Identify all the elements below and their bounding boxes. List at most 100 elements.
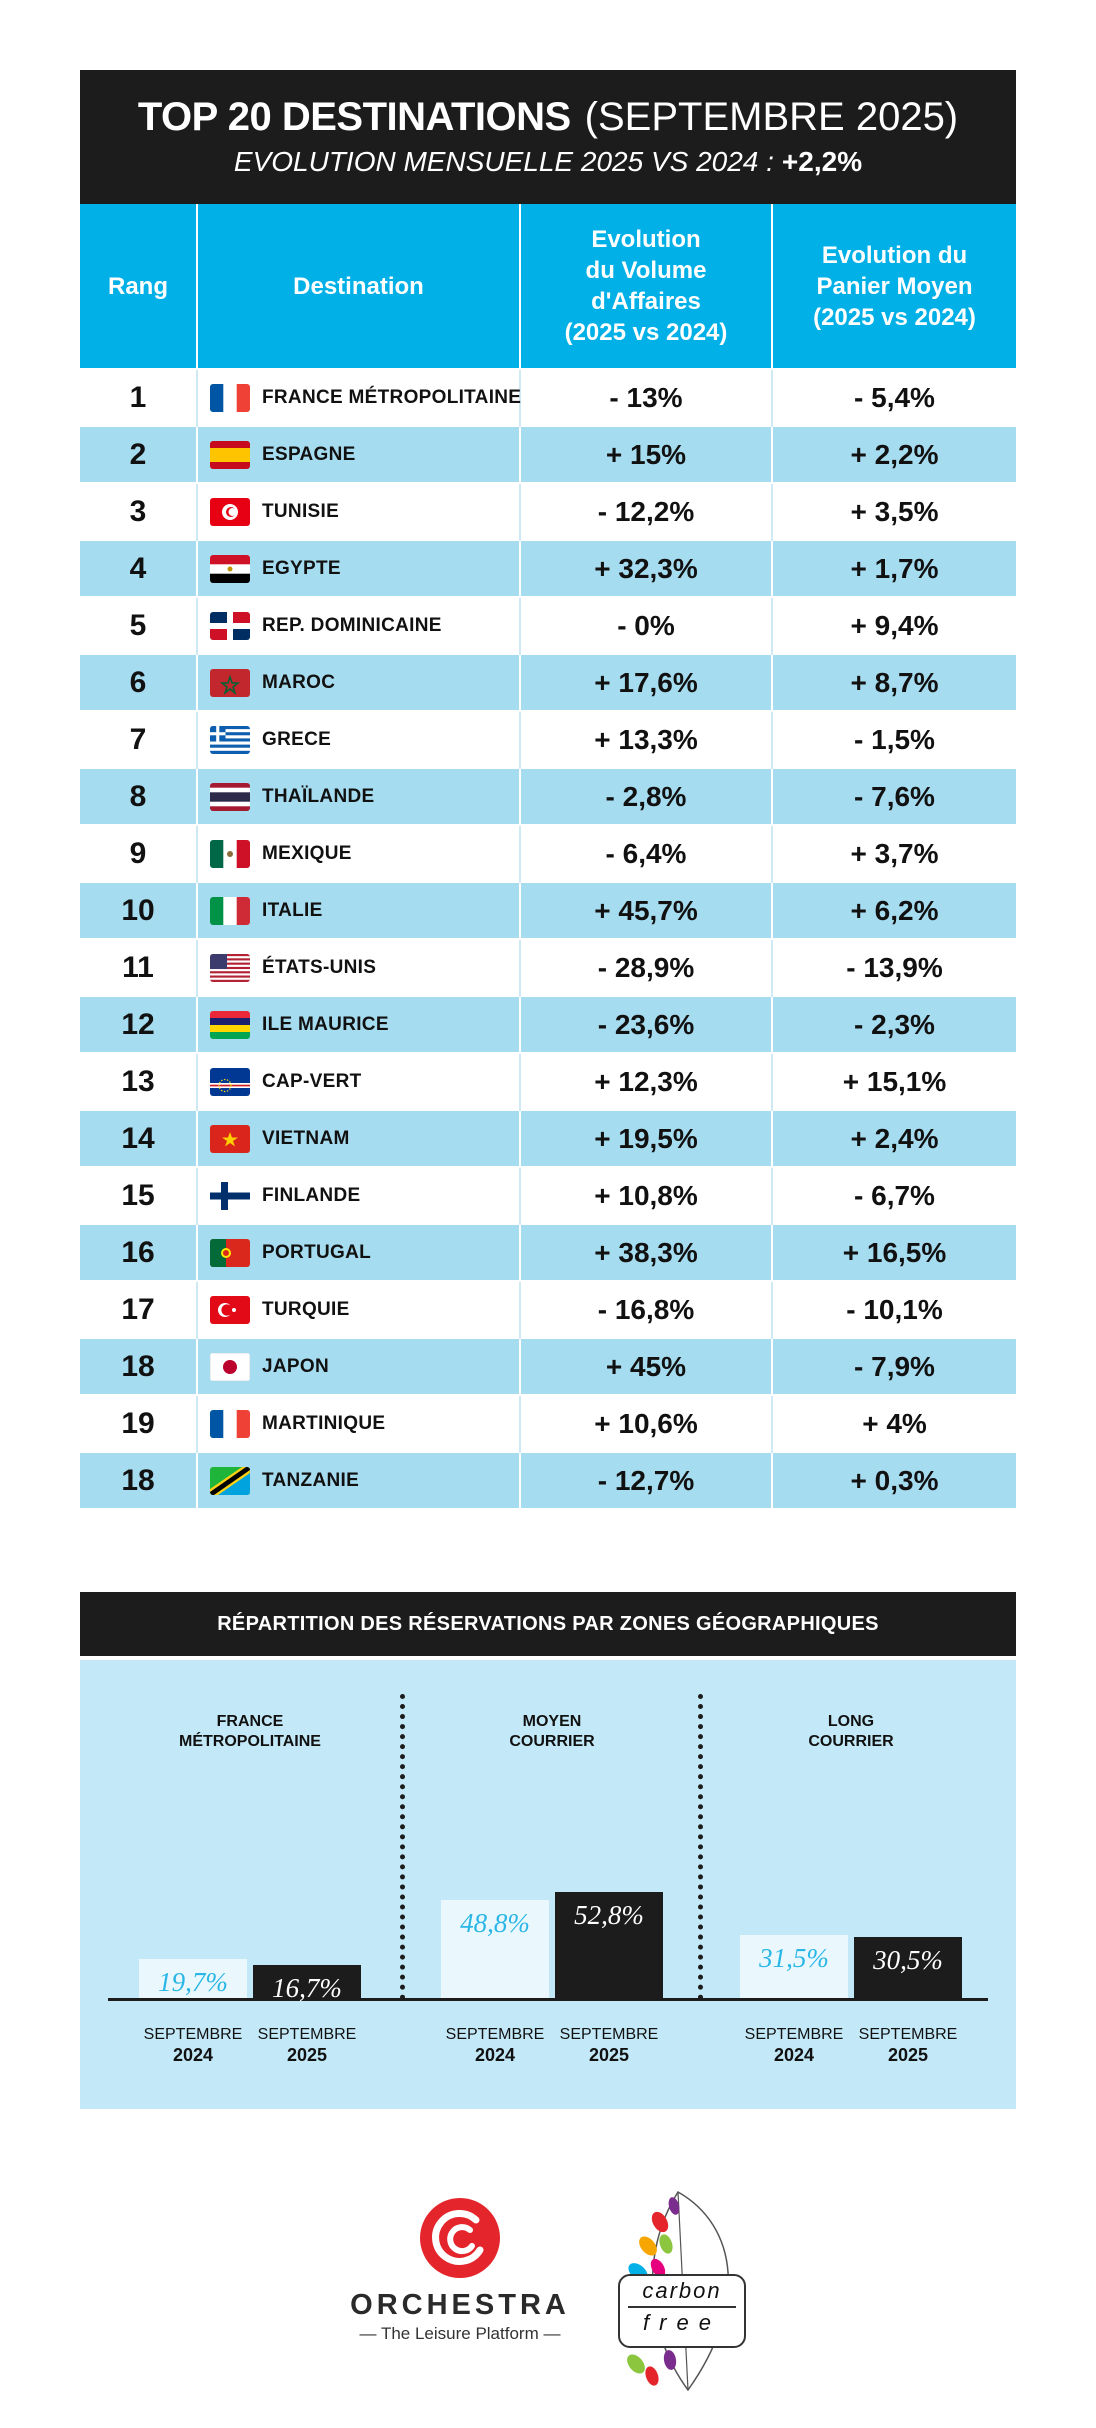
x-tick-label: SEPTEMBRE 2024 [744, 2026, 844, 2065]
destination-name: ÉTATS-UNIS [262, 956, 377, 978]
volume-cell: - 12,2% [520, 482, 773, 540]
volume-cell: - 0% [520, 596, 773, 654]
carbon-free-logo: carbon free [608, 2186, 768, 2396]
volume-cell: - 13% [520, 368, 773, 426]
basket-cell: - 7,9% [772, 1337, 1016, 1395]
top20-section: TOP 20 DESTINATIONS (SEPTEMBRE 2025) EVOL… [80, 70, 1016, 1508]
bar-2025: 30,5% [854, 1937, 962, 1998]
carbon-word: carbon [642, 2278, 722, 2303]
destinations-table: Rang Destination Evolution du Volume d'A… [80, 204, 1016, 1508]
table-row: 13 CAP-VERT + 12,3% + 15,1% [80, 1052, 1016, 1110]
mauritius-flag [210, 1010, 250, 1039]
table-row: 1 FRANCE MÉTROPOLITAINE - 13% - 5,4% [80, 368, 1016, 426]
bar-2025: 52,8% [555, 1892, 663, 1998]
table-row: 12 ILE MAURICE - 23,6% - 2,3% [80, 995, 1016, 1053]
rank-cell: 6 [80, 653, 198, 711]
zone-title: LONG COURRIER [808, 1713, 894, 1750]
basket-cell: + 0,3% [772, 1451, 1016, 1508]
destination-name: VIETNAM [262, 1127, 350, 1149]
destination-name: TANZANIE [262, 1469, 360, 1491]
basket-cell: - 10,1% [772, 1280, 1016, 1338]
volume-cell: + 13,3% [520, 710, 773, 768]
destination-cell: THAÏLANDE [197, 767, 521, 825]
destination-cell: TUNISIE [197, 482, 521, 540]
basket-cell: - 1,5% [772, 710, 1016, 768]
orchestra-logo: ORCHESTRA — The Leisure Platform — [330, 2196, 590, 2344]
destination-name: MEXIQUE [262, 842, 352, 864]
carbon-free-badge: carbon free [618, 2274, 746, 2348]
table-row: 5 REP. DOMINICAINE - 0% + 9,4% [80, 596, 1016, 654]
usa-flag [210, 953, 250, 982]
destination-cell: MARTINIQUE [197, 1394, 521, 1452]
destination-name: TURQUIE [262, 1298, 350, 1320]
volume-cell: - 23,6% [520, 995, 773, 1053]
volume-cell: + 15% [520, 425, 773, 483]
subtitle-value: +2,2% [781, 146, 863, 177]
destination-cell: GRECE [197, 710, 521, 768]
portugal-flag [210, 1238, 250, 1267]
bar-2024: 19,7% [139, 1958, 247, 1998]
x-tick-label: SEPTEMBRE 2025 [257, 2026, 357, 2065]
basket-cell: + 2,4% [772, 1109, 1016, 1167]
bar-value-label: 48,8% [460, 1908, 530, 1939]
rank-cell: 13 [80, 1052, 198, 1110]
destination-cell: EGYPTE [197, 539, 521, 597]
volume-cell: - 2,8% [520, 767, 773, 825]
destination-name: ILE MAURICE [262, 1013, 389, 1035]
basket-cell: + 4% [772, 1394, 1016, 1452]
rank-cell: 18 [80, 1337, 198, 1395]
rank-cell: 16 [80, 1223, 198, 1281]
destination-name: EGYPTE [262, 557, 341, 579]
rank-cell: 19 [80, 1394, 198, 1452]
tunisia-flag [210, 497, 250, 526]
destination-name: PORTUGAL [262, 1241, 372, 1263]
basket-cell: + 15,1% [772, 1052, 1016, 1110]
table-row: 14 VIETNAM + 19,5% + 2,4% [80, 1109, 1016, 1167]
table-row: 8 THAÏLANDE - 2,8% - 7,6% [80, 767, 1016, 825]
basket-cell: + 8,7% [772, 653, 1016, 711]
volume-cell: + 32,3% [520, 539, 773, 597]
basket-cell: - 6,7% [772, 1166, 1016, 1224]
table-row: 18 JAPON + 45% - 7,9% [80, 1337, 1016, 1395]
morocco-flag [210, 668, 250, 697]
destination-name: TUNISIE [262, 500, 340, 522]
basket-cell: - 5,4% [772, 368, 1016, 426]
volume-cell: + 10,6% [520, 1394, 773, 1452]
rank-cell: 4 [80, 539, 198, 597]
x-tick-label: SEPTEMBRE 2024 [143, 2026, 243, 2065]
destination-cell: FINLANDE [197, 1166, 521, 1224]
volume-cell: - 16,8% [520, 1280, 773, 1338]
destination-cell: PORTUGAL [197, 1223, 521, 1281]
destination-cell: ÉTATS-UNIS [197, 938, 521, 996]
destination-name: ESPAGNE [262, 443, 356, 465]
table-row: 19 MARTINIQUE + 10,6% + 4% [80, 1394, 1016, 1452]
dominican-republic-flag [210, 611, 250, 640]
volume-cell: + 19,5% [520, 1109, 773, 1167]
rank-cell: 9 [80, 824, 198, 882]
title-period: (SEPTEMBRE 2025) [584, 95, 959, 139]
volume-cell: + 10,8% [520, 1166, 773, 1224]
page-title: TOP 20 DESTINATIONS [137, 95, 571, 139]
destination-cell: CAP-VERT [197, 1052, 521, 1110]
thailand-flag [210, 782, 250, 811]
volume-cell: - 12,7% [520, 1451, 773, 1508]
header-basket: Evolution du Panier Moyen (2025 vs 2024) [772, 204, 1016, 369]
orchestra-name: ORCHESTRA [350, 2289, 570, 2321]
rank-cell: 17 [80, 1280, 198, 1338]
basket-cell: - 13,9% [772, 938, 1016, 996]
volume-cell: - 28,9% [520, 938, 773, 996]
destination-name: THAÏLANDE [262, 785, 375, 807]
rank-cell: 1 [80, 368, 198, 426]
spain-flag [210, 440, 250, 469]
table-row: 10 ITALIE + 45,7% + 6,2% [80, 881, 1016, 939]
destination-cell: ITALIE [197, 881, 521, 939]
rank-cell: 11 [80, 938, 198, 996]
destination-name: MARTINIQUE [262, 1412, 386, 1434]
header-destination: Destination [197, 204, 521, 369]
martinique-flag [210, 1409, 250, 1438]
basket-cell: - 7,6% [772, 767, 1016, 825]
basket-cell: + 3,7% [772, 824, 1016, 882]
rank-cell: 3 [80, 482, 198, 540]
zone-title: MOYEN COURRIER [509, 1713, 595, 1750]
volume-cell: + 45,7% [520, 881, 773, 939]
